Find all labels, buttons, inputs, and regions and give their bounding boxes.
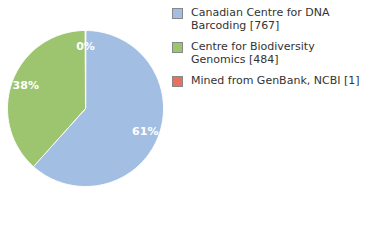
svg-text:38%: 38% (13, 79, 39, 92)
svg-text:61%: 61% (132, 125, 158, 138)
html-text:Mined from GenBank, NCBI [1]: Mined from GenBank, NCBI [1] (191, 74, 360, 87)
html-text:Canadian Centre for DNA Barcod: Canadian Centre for DNA Barcoding [767] (191, 6, 330, 32)
html-text:Centre for Biodiversity Genomi: Centre for Biodiversity Genomics [484] (191, 40, 315, 66)
svg-text:0%: 0% (76, 40, 95, 53)
